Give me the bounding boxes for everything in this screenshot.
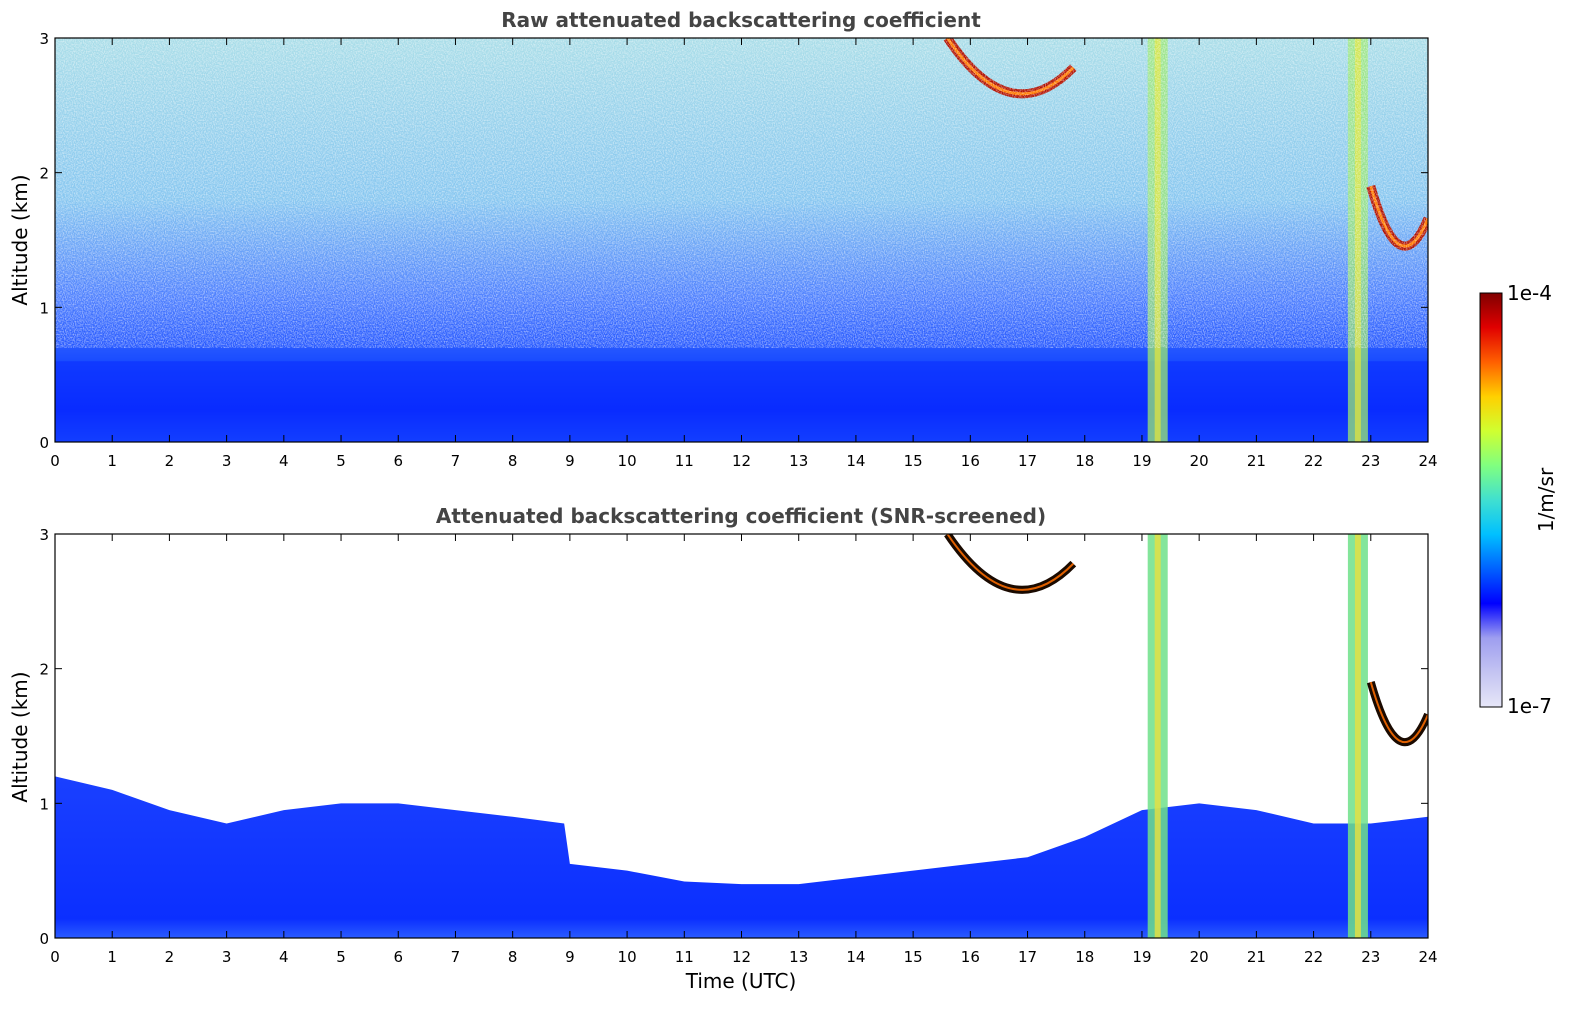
x-tick-label: 22 bbox=[1304, 948, 1323, 966]
vertical-plume-core bbox=[1354, 534, 1361, 938]
x-tick-label: 11 bbox=[675, 452, 694, 470]
screened-aerosol-layer bbox=[55, 776, 1428, 938]
x-tick-label: 20 bbox=[1190, 948, 1209, 966]
colorbar-unit-label: 1/m/sr bbox=[1534, 467, 1558, 532]
x-tick-label: 7 bbox=[451, 452, 461, 470]
x-tick-label: 12 bbox=[732, 452, 751, 470]
x-tick-label: 0 bbox=[50, 452, 60, 470]
x-tick-label: 13 bbox=[789, 948, 808, 966]
x-tick-label: 18 bbox=[1075, 452, 1094, 470]
x-tick-label: 17 bbox=[1018, 452, 1037, 470]
noise-overlay bbox=[55, 38, 1428, 348]
x-tick-label: 23 bbox=[1361, 452, 1380, 470]
x-tick-label: 19 bbox=[1132, 452, 1151, 470]
x-tick-label: 2 bbox=[165, 452, 175, 470]
panel-2-title: Attenuated backscattering coefficient (S… bbox=[436, 504, 1046, 528]
x-tick-label: 8 bbox=[508, 452, 518, 470]
x-tick-label: 12 bbox=[732, 948, 751, 966]
x-tick-label: 4 bbox=[279, 948, 289, 966]
x-tick-label: 10 bbox=[618, 452, 637, 470]
y-tick-label: 3 bbox=[39, 30, 49, 48]
x-tick-label: 11 bbox=[675, 948, 694, 966]
x-tick-label: 0 bbox=[50, 948, 60, 966]
x-tick-label: 5 bbox=[336, 452, 346, 470]
colorbar-max-label: 1e-4 bbox=[1507, 281, 1552, 305]
cloud-layer-edge bbox=[1369, 681, 1428, 744]
x-tick-label: 6 bbox=[393, 452, 403, 470]
x-tick-label: 14 bbox=[846, 948, 865, 966]
x-tick-label: 20 bbox=[1190, 452, 1209, 470]
panel-1-ylabel: Altitude (km) bbox=[8, 174, 32, 305]
y-tick-label: 0 bbox=[39, 930, 49, 948]
colorbar-gradient bbox=[1479, 292, 1503, 708]
x-tick-label: 3 bbox=[222, 948, 232, 966]
x-tick-label: 3 bbox=[222, 452, 232, 470]
x-tick-label: 21 bbox=[1247, 452, 1266, 470]
vertical-plume-core bbox=[1154, 534, 1161, 938]
y-tick-label: 0 bbox=[39, 434, 49, 452]
x-tick-label: 16 bbox=[961, 452, 980, 470]
panel-screened: Attenuated backscattering coefficient (S… bbox=[8, 504, 1438, 993]
boundary-layer-band bbox=[55, 361, 1428, 442]
panel-1-title: Raw attenuated backscattering coefficien… bbox=[501, 8, 981, 32]
x-tick-label: 13 bbox=[789, 452, 808, 470]
heatmap-screened bbox=[55, 534, 1428, 938]
cloud-layer-edge bbox=[946, 534, 1075, 591]
x-tick-label: 23 bbox=[1361, 948, 1380, 966]
y-tick-label: 1 bbox=[39, 299, 49, 317]
x-tick-label: 22 bbox=[1304, 452, 1323, 470]
x-tick-label: 16 bbox=[961, 948, 980, 966]
x-tick-label: 6 bbox=[393, 948, 403, 966]
x-tick-label: 10 bbox=[618, 948, 637, 966]
x-tick-label: 9 bbox=[565, 948, 575, 966]
x-tick-label: 21 bbox=[1247, 948, 1266, 966]
panel-2-ylabel: Altitude (km) bbox=[8, 671, 32, 802]
x-tick-label: 4 bbox=[279, 452, 289, 470]
x-tick-label: 1 bbox=[107, 948, 117, 966]
x-tick-label: 2 bbox=[165, 948, 175, 966]
x-tick-label: 5 bbox=[336, 948, 346, 966]
x-tick-label: 15 bbox=[904, 452, 923, 470]
y-tick-label: 1 bbox=[39, 795, 49, 813]
x-tick-label: 9 bbox=[565, 452, 575, 470]
x-tick-label: 7 bbox=[451, 948, 461, 966]
x-tick-label: 19 bbox=[1132, 948, 1151, 966]
x-tick-label: 18 bbox=[1075, 948, 1094, 966]
y-tick-label: 3 bbox=[39, 526, 49, 544]
x-tick-label: 24 bbox=[1418, 452, 1437, 470]
x-tick-label: 1 bbox=[107, 452, 117, 470]
x-tick-label: 8 bbox=[508, 948, 518, 966]
colorbar: 1e-4 1e-7 1/m/sr bbox=[1479, 281, 1558, 718]
y-tick-label: 2 bbox=[39, 165, 49, 183]
x-tick-label: 15 bbox=[904, 948, 923, 966]
colorbar-min-label: 1e-7 bbox=[1507, 694, 1552, 718]
panel-raw: Raw attenuated backscattering coefficien… bbox=[8, 8, 1438, 470]
heatmap-raw bbox=[55, 38, 1428, 442]
x-tick-label: 14 bbox=[846, 452, 865, 470]
x-tick-label: 24 bbox=[1418, 948, 1437, 966]
x-axis-label: Time (UTC) bbox=[685, 969, 797, 993]
x-tick-label: 17 bbox=[1018, 948, 1037, 966]
y-tick-label: 2 bbox=[39, 661, 49, 679]
